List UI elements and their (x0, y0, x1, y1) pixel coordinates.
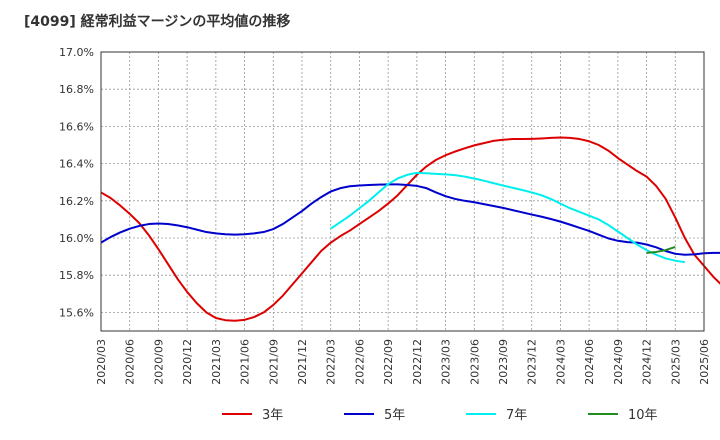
x-tick-label: 2025/06 (698, 339, 711, 385)
legend-label: 10年 (628, 408, 658, 423)
x-tick-label: 2021/12 (296, 339, 309, 385)
y-tick-label: 16.2% (59, 195, 94, 208)
series-lines (100, 136, 720, 322)
x-tick-label: 2021/06 (239, 339, 252, 385)
x-tick-label: 2023/06 (468, 339, 481, 385)
x-tick-label: 2022/03 (325, 339, 338, 385)
x-axis-ticks: 2020/03 2020/06 2020/09 2020/12 2021/03 2021/… (95, 339, 711, 385)
x-tick-label: 2024/09 (612, 339, 625, 385)
legend-label: 7年 (506, 408, 527, 423)
y-tick-label: 15.8% (59, 269, 94, 282)
x-tick-label: 2022/09 (382, 339, 395, 385)
legend: 3年 5年 7年 10年 (222, 408, 658, 423)
x-tick-label: 2022/12 (411, 339, 424, 385)
series-line (100, 183, 720, 256)
series-line (646, 245, 676, 254)
x-tick-label: 2020/03 (95, 339, 108, 385)
x-tick-label: 2021/09 (267, 339, 280, 385)
y-tick-label: 17.0% (59, 46, 94, 59)
series-line (330, 171, 686, 264)
x-tick-label: 2020/06 (124, 339, 137, 385)
x-tick-label: 2020/12 (181, 339, 194, 385)
plot-frame (100, 51, 705, 332)
y-tick-label: 16.8% (59, 83, 94, 96)
x-tick-label: 2021/03 (210, 339, 223, 385)
x-tick-label: 2020/09 (152, 339, 165, 385)
y-tick-label: 15.6% (59, 306, 94, 319)
y-axis-ticks: 17.0% 16.8% 16.6% 16.4% 16.2% 16.0% 15.8% 15.6% (59, 46, 94, 319)
x-tick-label: 2023/03 (440, 339, 453, 385)
x-tick-label: 2024/12 (641, 339, 654, 385)
y-tick-label: 16.6% (59, 120, 94, 133)
x-tick-label: 2024/03 (554, 339, 567, 385)
chart-title: [4099] 経常利益マージンの平均値の推移 (24, 13, 290, 30)
y-tick-label: 16.4% (59, 158, 94, 171)
legend-label: 5年 (384, 408, 405, 423)
x-tick-label: 2025/03 (669, 339, 682, 385)
legend-label: 3年 (262, 408, 283, 423)
x-tick-label: 2024/06 (583, 339, 596, 385)
x-tick-label: 2023/12 (526, 339, 539, 385)
x-tick-label: 2023/09 (497, 339, 510, 385)
y-tick-label: 16.0% (59, 232, 94, 245)
x-tick-label: 2022/06 (353, 339, 366, 385)
series-line (100, 136, 720, 322)
